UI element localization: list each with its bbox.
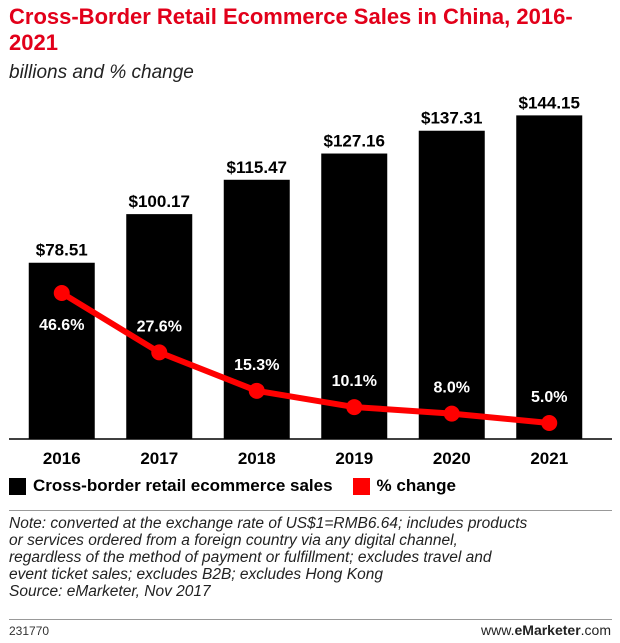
bar-value-label: $115.47	[226, 158, 287, 177]
bar-2018	[223, 179, 290, 440]
bar-value-label: $144.15	[519, 93, 580, 112]
x-tick-label: 2017	[140, 449, 178, 468]
bar-2017	[126, 214, 193, 439]
bar-2020	[418, 130, 485, 439]
pct-change-line-group: 46.6% 27.6% 15.3% 10.1% 8.0% 5.0%	[39, 285, 567, 431]
legend-swatch-change	[352, 477, 370, 495]
pct-change-point	[53, 285, 70, 301]
pct-change-label: 10.1%	[332, 373, 377, 390]
bars-group: $78.51 $100.17 $115.47 $127.16 $137.31 $144.1…	[28, 93, 583, 440]
bar-value-label: $137.31	[421, 109, 482, 128]
x-tick-label: 2016	[43, 449, 81, 468]
pct-change-point	[346, 399, 363, 416]
bar-value-label: $78.51	[36, 241, 88, 260]
brand-prefix: www.	[481, 622, 515, 638]
pct-change-label: 15.3%	[234, 357, 279, 374]
brand-suffix: .com	[580, 622, 611, 638]
pct-change-point	[248, 382, 265, 399]
bar-2021	[516, 115, 583, 440]
pct-change-label: 5.0%	[531, 389, 567, 406]
x-tick-labels: 2016 2017 2018 2019 2020 2021	[43, 449, 568, 468]
legend-swatch-sales	[9, 477, 26, 495]
pct-change-label: 27.6%	[137, 318, 182, 335]
x-tick-label: 2021	[530, 449, 568, 468]
x-tick-label: 2019	[335, 449, 373, 468]
chart-svg: $78.51 $100.17 $115.47 $127.16 $137.31 $144.1…	[9, 93, 612, 468]
pct-change-point	[151, 344, 168, 361]
legend-label-sales: Cross-border retail ecommerce sales	[33, 476, 333, 495]
brand-url: www.eMarketer.com	[481, 622, 611, 638]
bar-value-label: $100.17	[129, 192, 190, 211]
brand-name: eMarketer	[514, 622, 581, 638]
legend-label-change: % change	[376, 476, 456, 495]
bar-2019	[321, 153, 388, 439]
legend-item-change: % change	[352, 476, 456, 496]
legend-item-sales: Cross-border retail ecommerce sales	[9, 476, 333, 496]
chart-id: 231770	[9, 624, 50, 638]
x-tick-label: 2018	[238, 449, 276, 468]
divider-bottom	[9, 619, 612, 620]
pct-change-point	[443, 405, 460, 422]
chart-title: Cross-Border Retail Ecommerce Sales in C…	[9, 4, 573, 55]
bar-value-label: $127.16	[324, 132, 385, 151]
pct-change-point	[541, 415, 558, 431]
pct-change-label: 46.6%	[39, 317, 84, 334]
x-tick-label: 2020	[433, 449, 471, 468]
chart-subtitle: billions and % change	[9, 62, 194, 83]
pct-change-line	[60, 290, 550, 426]
footnote: Note: converted at the exchange rate of …	[9, 515, 528, 600]
pct-change-label: 8.0%	[434, 380, 470, 397]
divider-top	[9, 510, 612, 511]
legend: Cross-border retail ecommerce sales % ch…	[9, 476, 476, 496]
